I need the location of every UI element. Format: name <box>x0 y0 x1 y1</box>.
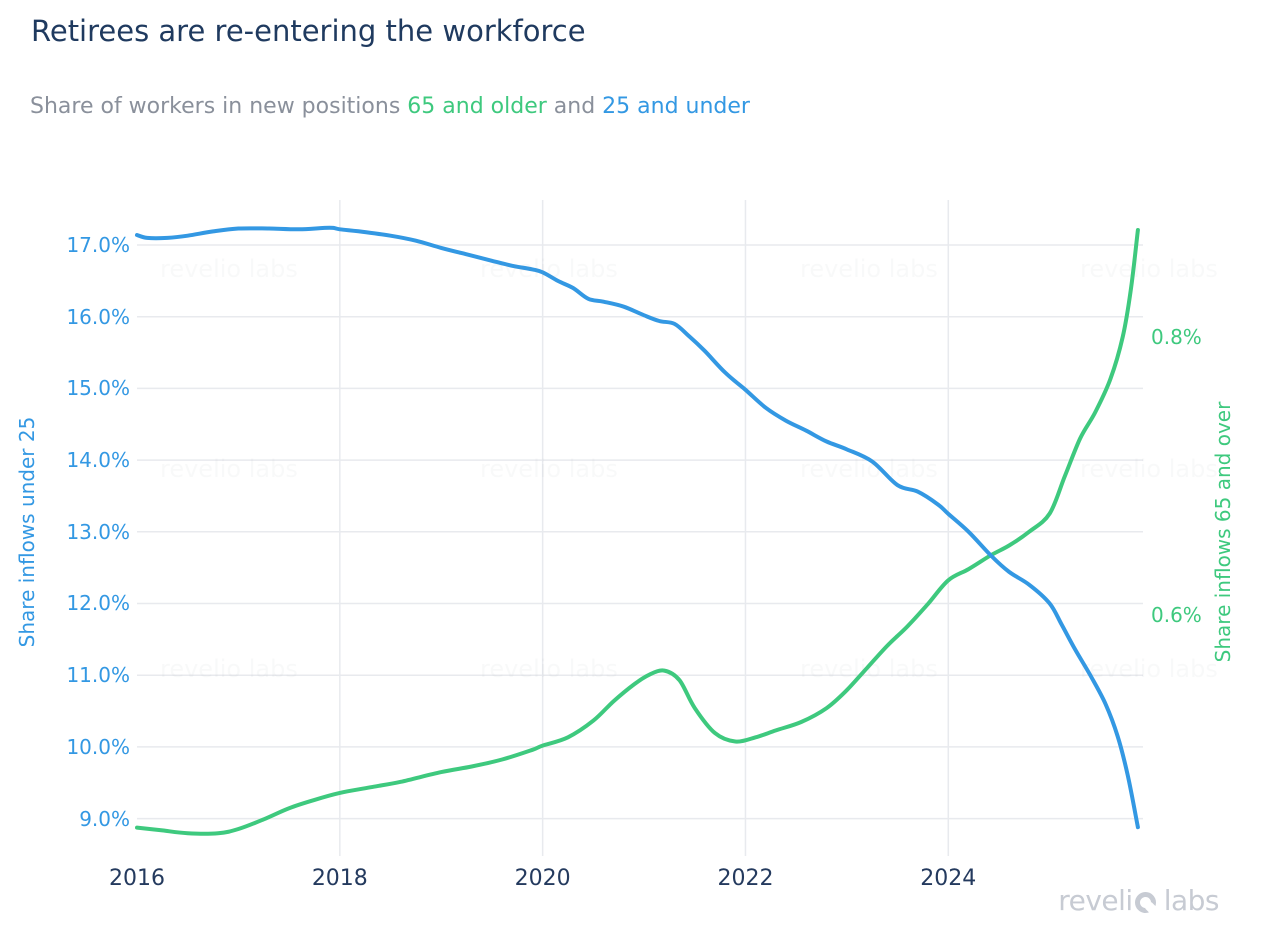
left-axis-tick-label: 13.0% <box>66 519 130 544</box>
x-axis-tick-label: 2024 <box>920 866 977 891</box>
left-axis-title: Share inflows under 25 <box>15 416 39 648</box>
right-axis-title: Share inflows 65 and over <box>1211 401 1235 663</box>
left-axis-tick-label: 9.0% <box>79 806 130 831</box>
x-axis-tick-label: 2016 <box>109 866 165 891</box>
x-axis-tick-label: 2022 <box>717 866 774 891</box>
series-line-25-and-under <box>135 225 1140 830</box>
notched-ring-icon <box>1134 891 1156 913</box>
left-axis-tick-label: 14.0% <box>66 448 130 473</box>
right-axis-tick-label: 0.6% <box>1151 603 1202 627</box>
series-line-65-and-older <box>135 228 1140 836</box>
left-axis-tick-label: 11.0% <box>66 663 130 688</box>
subtitle-series-65-label: 65 and older <box>407 94 547 119</box>
subtitle-connector: and <box>546 94 603 119</box>
revelio-labs-logo: reveli labs <box>1058 884 1219 917</box>
page-title: Retirees are re-entering the workforce <box>31 14 586 48</box>
logo-text-labs: labs <box>1163 884 1220 917</box>
left-axis-tick-label: 17.0% <box>66 233 130 258</box>
x-axis-tick-label: 2018 <box>311 866 368 891</box>
left-axis-tick-label: 16.0% <box>66 304 130 329</box>
subtitle-prefix: Share of workers in new positions <box>30 94 408 119</box>
logo-text-reveli: reveli <box>1058 884 1133 917</box>
left-axis-tick-label: 10.0% <box>66 734 130 759</box>
left-axis-tick-label: 15.0% <box>66 376 130 401</box>
subtitle-series-25-label: 25 and under <box>602 94 750 119</box>
left-axis-tick-label: 12.0% <box>66 591 130 616</box>
right-axis-tick-label: 0.8% <box>1151 325 1202 350</box>
page-subtitle: Share of workers in new positions 65 and… <box>30 94 750 119</box>
x-axis-tick-label: 2020 <box>514 866 571 891</box>
